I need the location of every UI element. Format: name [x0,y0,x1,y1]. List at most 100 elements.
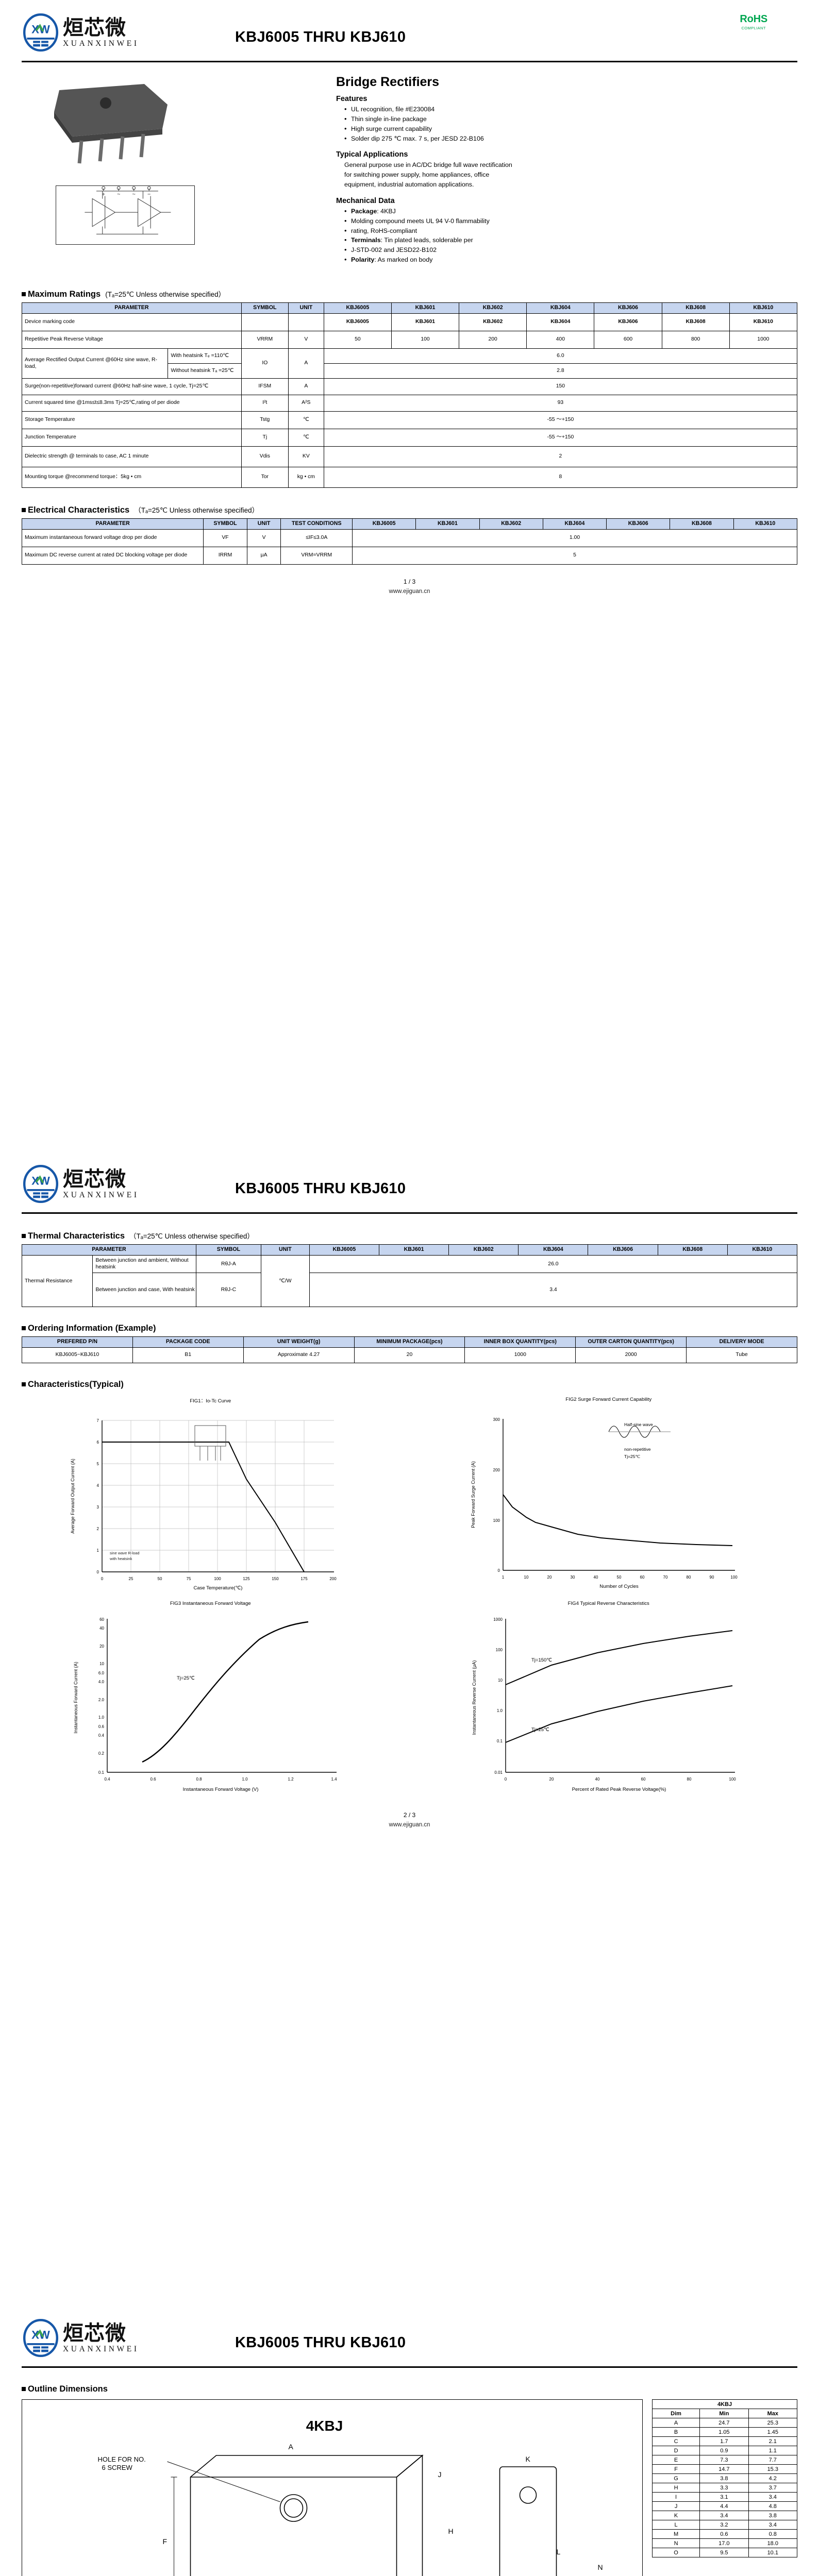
chart-title: FIG1：Io-Tc Curve [190,1398,231,1404]
col-kbj604: KBJ604 [542,518,607,530]
row-value: 50 [323,330,392,349]
col-kbj604: KBJ604 [518,1244,589,1256]
cell-min: 3.3 [699,2483,749,2493]
col-inner-box-quantity: INNER BOX QUANTITY(pcs) [464,1336,576,1348]
characteristics-title: Characteristics(Typical) [28,1379,124,1389]
header-divider [22,2366,797,2368]
table-row: Maximum instantaneous forward voltage dr… [21,529,797,547]
svg-text:10: 10 [498,1678,503,1683]
chart-xlabel: Percent of Rated Peak Reverse Voltage(%) [572,1787,666,1792]
chart-annotation: Tj=25℃ [177,1675,195,1681]
table-header-row: Dim Min Max [651,2409,798,2418]
table-header-row: PARAMETER SYMBOL UNIT KBJ6005 KBJ601 KBJ… [22,1244,798,1256]
row-value-span: 6.0 [323,348,798,364]
table-row: M 0.6 0.8 [651,2529,798,2539]
row-value: KBJ608 [661,313,730,331]
hole-note-line2: 6 SCREW [102,2464,133,2471]
svg-text:4: 4 [97,1483,99,1488]
cell-dim: J [651,2501,700,2511]
chart-title: FIG3 Instantaneous Forward Voltage [170,1600,251,1606]
row-value-span: 3.4 [309,1272,798,1307]
svg-text:0.1: 0.1 [98,1770,105,1775]
outline-drawing: 4KBJ HOLE FOR NO. 6 SCREW [22,2399,643,2576]
chart-annotation: Tj=150℃ [531,1657,552,1663]
cell-max: 0.8 [748,2529,798,2539]
chart-series-line [102,1441,305,1572]
cell-dim: O [651,2548,700,2557]
mechanical-key: Terminals [351,236,381,244]
row-parameter: Device marking code [22,313,242,331]
document-header: XW 烜芯微 XUANXINWEI KBJ6005 THRU KBJ610 [22,1151,797,1209]
row-parameter: Dielectric strength @ terminals to case,… [22,446,242,467]
row-symbol: IFSM [241,378,289,395]
svg-text:XW: XW [31,2328,50,2341]
package-photo [54,84,168,164]
outline-package-label: 4KBJ [306,2418,343,2434]
table-row: Thermal Resistance Between junction and … [21,1255,798,1307]
dim-letter: A [289,2443,294,2451]
chart-xlabel: Instantaneous Forward Voltage (V) [183,1787,259,1792]
footer-url: www.ejiguan.cn [389,588,430,595]
list-item: High surge current capability [344,124,797,134]
dim-letter: F [163,2537,168,2546]
col-kbj606: KBJ606 [606,518,671,530]
chart-ylabel: Peak Forward Surge Current (A) [471,1461,476,1528]
col-unit-weight: UNIT WEIGHT(g) [243,1336,355,1348]
bridge-schematic: + ~ ~ − [56,185,195,245]
row-value: 100 [391,330,460,349]
table-row: A 24.7 25.3 [651,2418,798,2428]
svg-text:40: 40 [595,1777,599,1782]
row-parameter: Current squared time @1ms≤t≤8.3ms Tj=25℃… [22,394,242,412]
col-kbj6005: KBJ6005 [323,302,392,314]
svg-text:0.2: 0.2 [98,1751,105,1756]
rohs-compliant-label: COMPLIANT [741,26,766,30]
row-unit: μA [246,546,281,565]
col-dim: Dim [651,2409,700,2418]
row-value: KBJ6005 [323,313,392,331]
row-parameter: Repetitive Peak Reverse Voltage [22,330,242,349]
row-value-span: -55 ～+150 [323,428,798,447]
row-symbol: IO [241,348,289,379]
header-divider [22,61,797,62]
cell-max: 18.0 [748,2538,798,2548]
col-kbj6005: KBJ6005 [309,1244,379,1256]
chart-fig1: FIG1：Io-Tc Curve 0 1 2 [22,1397,399,1596]
cell-delivery-mode: Tube [686,1347,797,1363]
chart-ylabel: Average Forward Output Current (A) [70,1459,75,1533]
cell-dim: E [651,2455,700,2465]
row-unit: ℃ [288,428,324,447]
svg-text:XW: XW [31,23,50,36]
row-subcondition: With heatsink Tₑ =110℃ [168,348,242,364]
cell-max: 15.3 [748,2464,798,2474]
col-symbol: SYMBOL [203,518,247,530]
svg-text:1000: 1000 [493,1617,503,1622]
row-symbol: VRRM [241,330,289,349]
table-row: B 1.05 1.45 [651,2427,798,2437]
xuanxinwei-logo-icon: XW [23,1165,59,1203]
applications-text: General purpose use in AC/DC bridge full… [336,160,797,190]
document-header: XW 烜芯微 XUANXINWEI KBJ6005 THRU KBJ610 Ro… [22,0,797,58]
chart-fig4-svg: 1000 100 10 1.0 0.1 0.01 0 20 40 60 80 100 Perce… [472,1617,736,1792]
chart-series-line [142,1621,309,1762]
col-kbj6005: KBJ6005 [352,518,416,530]
hole-note-line1: HOLE FOR NO. [98,2455,146,2463]
col-minimum-package: MINIMUM PACKAGE(pcs) [354,1336,465,1348]
cell-min: 24.7 [699,2418,749,2428]
max-ratings-condition: (Tₐ=25℃ Unless otherwise specified） [105,290,226,298]
max-ratings-title: Maximum Ratings [28,289,101,299]
cell-outer-carton-quantity: 2000 [575,1347,687,1363]
svg-text:100: 100 [730,1575,738,1580]
chart-fig3-svg: 60 40 20 10 6.0 4.0 2.0 1.0 0.6 0.4 0.2 0.1 0.4 0… [73,1617,337,1792]
electrical-heading: Electrical Characteristics （Tₐ=25℃ Unles… [22,504,797,515]
svg-text:0: 0 [101,1577,104,1581]
row-unit: kg • cm [288,466,324,488]
dimensions-table-wrap: 4KBJ Dim Min Max A 24.7 25.3 B 1.05 1.45 C 1.… [651,2399,798,2576]
col-symbol: SYMBOL [241,302,289,314]
xuanxinwei-logo-icon: XW [23,13,59,52]
col-min: Min [699,2409,749,2418]
mechanical-val: J-STD-002 and JESD22-B102 [351,246,437,254]
col-unit: UNIT [288,302,324,314]
col-kbj610: KBJ610 [727,1244,798,1256]
cell-min: 14.7 [699,2464,749,2474]
svg-text:60: 60 [641,1777,645,1782]
